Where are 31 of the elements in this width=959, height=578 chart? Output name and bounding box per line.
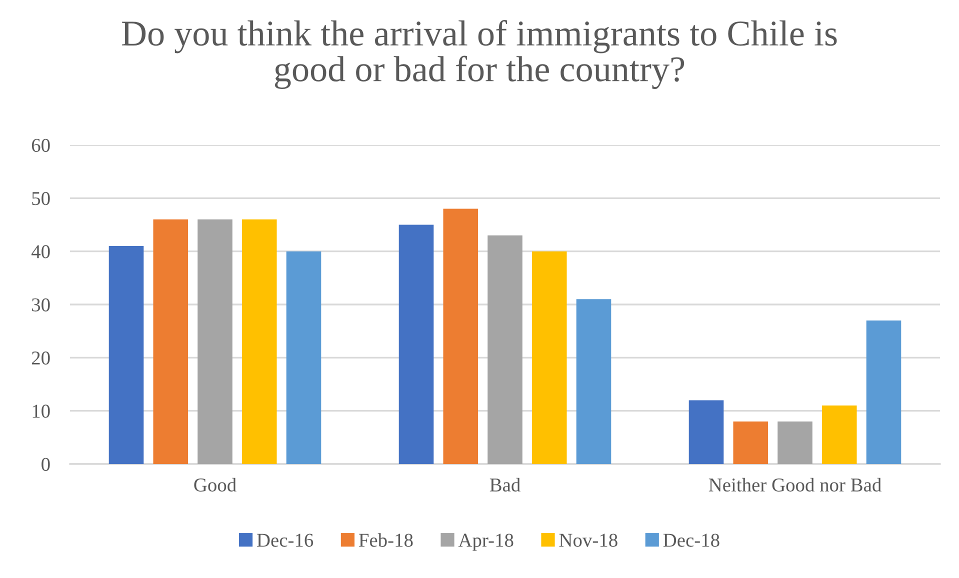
x-tick-label: Neither Good nor Bad	[708, 478, 882, 492]
bar	[398, 224, 434, 464]
bar	[242, 219, 277, 464]
legend-label: Apr-18	[458, 534, 514, 551]
legend-label: Dec-16	[257, 534, 314, 547]
bar	[286, 251, 322, 464]
bar	[443, 208, 478, 464]
legend-label: Dec-18	[663, 534, 720, 547]
y-tick-label: 30	[32, 298, 50, 312]
legend-label: Nov-18	[559, 534, 618, 547]
y-tick-label: 20	[32, 351, 50, 365]
y-tick-label: 50	[32, 192, 50, 206]
bar	[198, 219, 232, 464]
legend-label: Feb-18	[358, 533, 413, 547]
bar	[866, 320, 902, 464]
y-tick-label: 40	[31, 245, 50, 258]
bar	[778, 421, 812, 464]
bar	[822, 406, 857, 464]
y-tick-label: 60	[32, 138, 50, 152]
bar	[108, 246, 144, 464]
bar	[153, 219, 188, 464]
bar	[688, 400, 724, 464]
bar	[532, 251, 567, 464]
bar	[576, 299, 612, 464]
y-tick-label: 0	[42, 458, 50, 471]
bar	[488, 235, 522, 464]
bar	[733, 421, 768, 464]
y-tick-label: 10	[32, 404, 50, 418]
chart-title: Do you think the arrival of immigrants to Chile is good or bad for the country?	[122, 20, 837, 89]
x-tick-label: Good	[194, 478, 236, 492]
x-tick-label: Bad	[490, 478, 520, 492]
